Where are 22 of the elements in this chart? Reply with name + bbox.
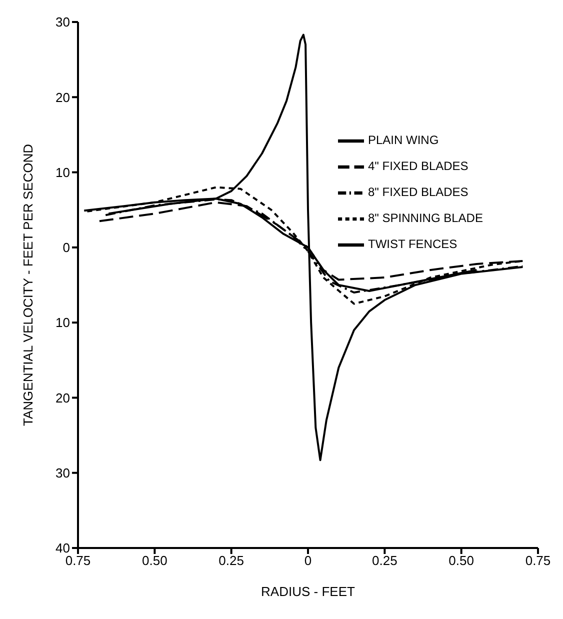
x-tick-label: 0.50 — [142, 553, 168, 568]
y-axis-title: TANGENTIAL VELOCITY - FEET PER SECOND — [20, 144, 36, 426]
y-tick-label: 10 — [56, 315, 70, 330]
legend-label: 8" SPINNING BLADE — [368, 211, 483, 226]
y-tick-label: 20 — [56, 390, 70, 406]
y-tick-label: 40 — [56, 540, 70, 556]
legend-label: PLAIN WING — [368, 133, 439, 148]
x-tick-label: 0.25 — [218, 553, 244, 568]
x-tick-label: 0.50 — [448, 553, 474, 568]
x-tick-label: 0.25 — [372, 553, 398, 568]
x-tick-label: 0.75 — [525, 553, 551, 568]
legend-label: TWIST FENCES — [368, 237, 458, 252]
y-tick-label: 30 — [56, 14, 70, 30]
x-tick-label: 0 — [304, 553, 312, 568]
y-tick-label: 30 — [56, 465, 70, 480]
y-tick-label: 10 — [56, 164, 70, 180]
y-tick-label: 20 — [56, 90, 70, 105]
legend-label: 4" FIXED BLADES — [368, 159, 468, 174]
x-tick-label: 0.75 — [65, 553, 91, 568]
y-tick-label: 0 — [62, 240, 70, 256]
legend-label: 8" FIXED BLADES — [368, 185, 468, 200]
x-axis-title: RADIUS - FEET — [261, 584, 355, 599]
